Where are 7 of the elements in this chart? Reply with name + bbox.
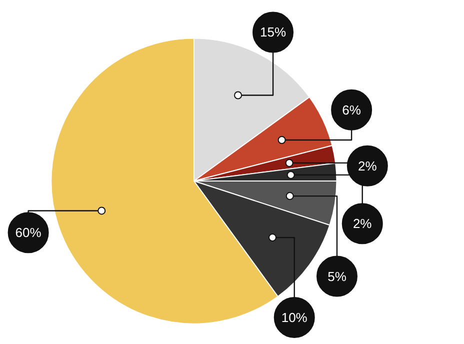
- data-label: 6%: [342, 102, 362, 118]
- data-label: 60%: [15, 225, 42, 240]
- data-label: 2%: [358, 158, 378, 174]
- data-label: 10%: [281, 310, 308, 325]
- data-label: 2%: [352, 216, 372, 232]
- data-label: 5%: [328, 268, 347, 284]
- data-label: 15%: [260, 24, 286, 40]
